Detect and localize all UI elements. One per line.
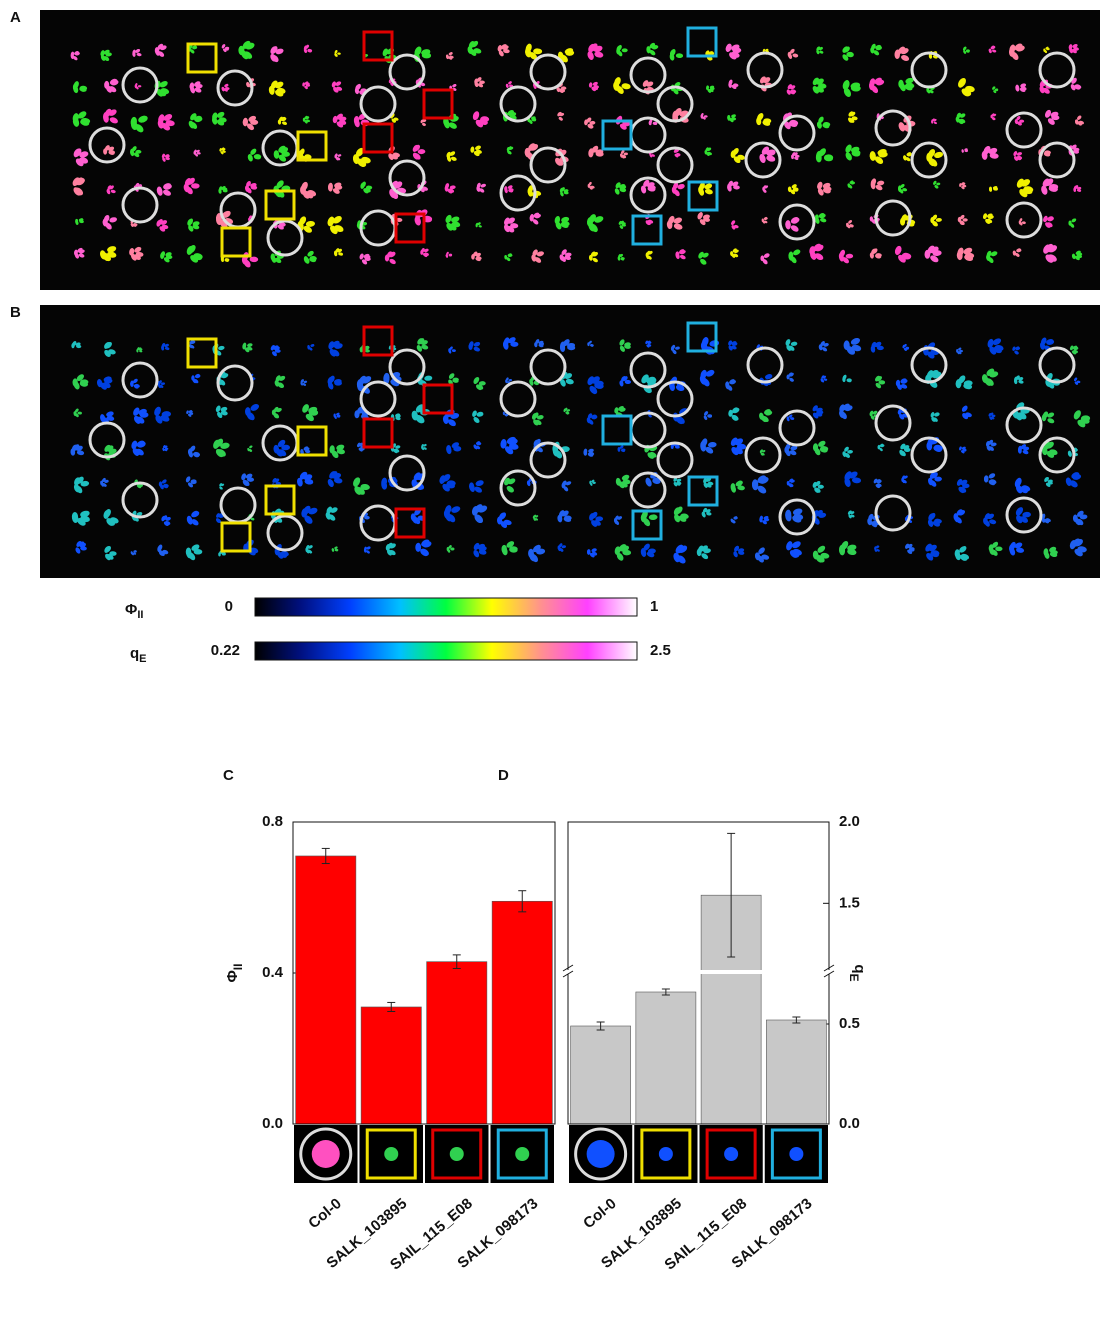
- y-axis-label: ΦII: [224, 964, 245, 983]
- axis-break: [565, 970, 832, 974]
- figure: A B ΦII 0 1 qE 0.22 2.5 C0.00.40.8Col-0S…: [0, 0, 1113, 1314]
- y-axis-label: qE: [847, 964, 868, 981]
- leaf: [697, 549, 702, 557]
- y-axis-symbol: q: [851, 964, 868, 973]
- thumbnail-plant: [659, 1147, 673, 1161]
- bar: [636, 992, 696, 1124]
- thumbnail-plant: [789, 1147, 803, 1161]
- panel-label: D: [498, 767, 509, 784]
- leaf: [191, 183, 200, 189]
- panel-label: A: [10, 9, 21, 26]
- y-tick-label: 2.0: [839, 813, 860, 830]
- x-tick-label: Col-0: [580, 1195, 620, 1232]
- bar: [296, 856, 356, 1124]
- y-tick-label: 0.0: [839, 1115, 860, 1132]
- y-tick-label: 0.0: [262, 1115, 283, 1132]
- colorbar: [255, 642, 637, 660]
- thumbnail-plant: [312, 1140, 340, 1168]
- colorbar-min: 0.22: [211, 642, 240, 659]
- thumbnail-plant: [587, 1140, 615, 1168]
- y-axis-subscript: E: [847, 974, 861, 982]
- y-tick-label: 0.8: [262, 813, 283, 830]
- y-tick-label: 0.4: [262, 964, 284, 981]
- thumbnail-plant: [450, 1147, 464, 1161]
- colorbar-label: qE: [130, 645, 147, 665]
- y-tick-label: 0.5: [839, 1015, 860, 1032]
- bar: [492, 901, 552, 1124]
- panel-label: B: [10, 304, 21, 321]
- leaf: [925, 250, 931, 259]
- leaf: [878, 445, 881, 449]
- bar: [766, 1020, 826, 1124]
- bar: [571, 1026, 631, 1124]
- colorbar: [255, 598, 637, 616]
- colorbar-max: 2.5: [650, 642, 671, 659]
- thumbnail-plant: [515, 1147, 529, 1161]
- y-tick-label: 1.5: [839, 894, 860, 911]
- bar: [427, 962, 487, 1124]
- panel-label: C: [223, 767, 234, 784]
- colorbar-max: 1: [650, 598, 658, 615]
- thumbnail-plant: [384, 1147, 398, 1161]
- thumbnail-plant: [724, 1147, 738, 1161]
- x-tick-label: Col-0: [305, 1195, 345, 1232]
- colorbar-min: 0: [225, 598, 233, 615]
- bar: [361, 1007, 421, 1124]
- colorbar-label: ΦII: [125, 601, 143, 621]
- y-axis-symbol: Φ: [224, 970, 241, 982]
- y-axis-subscript: II: [231, 964, 245, 971]
